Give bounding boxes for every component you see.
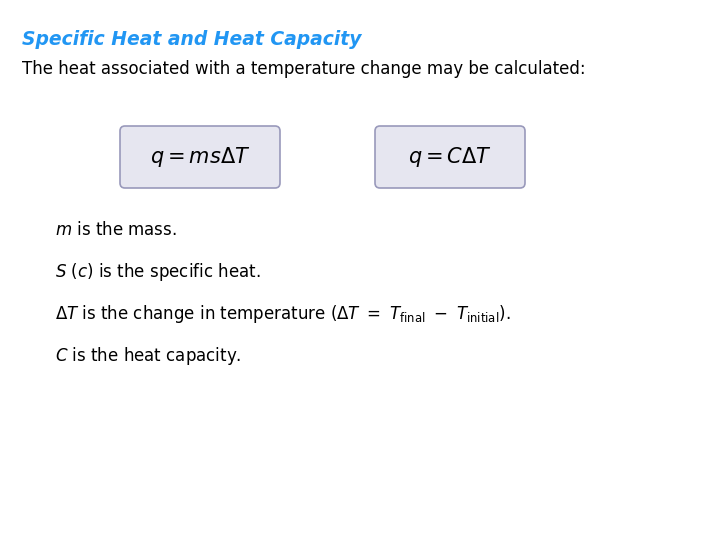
Text: $C$ is the heat capacity.: $C$ is the heat capacity. xyxy=(55,345,241,367)
FancyBboxPatch shape xyxy=(375,126,525,188)
Text: $q = ms\Delta T$: $q = ms\Delta T$ xyxy=(150,145,251,169)
Text: $\Delta T$ is the change in temperature ($\Delta T\ =\ T_{\mathrm{final}}\ -\ T_: $\Delta T$ is the change in temperature … xyxy=(55,303,510,325)
FancyBboxPatch shape xyxy=(120,126,280,188)
Text: $q = C\Delta T$: $q = C\Delta T$ xyxy=(408,145,492,169)
Text: Specific Heat and Heat Capacity: Specific Heat and Heat Capacity xyxy=(22,30,361,49)
Text: $m$ is the mass.: $m$ is the mass. xyxy=(55,221,177,239)
Text: $S\ (c)$ is the specific heat.: $S\ (c)$ is the specific heat. xyxy=(55,261,261,283)
Text: The heat associated with a temperature change may be calculated:: The heat associated with a temperature c… xyxy=(22,60,585,78)
